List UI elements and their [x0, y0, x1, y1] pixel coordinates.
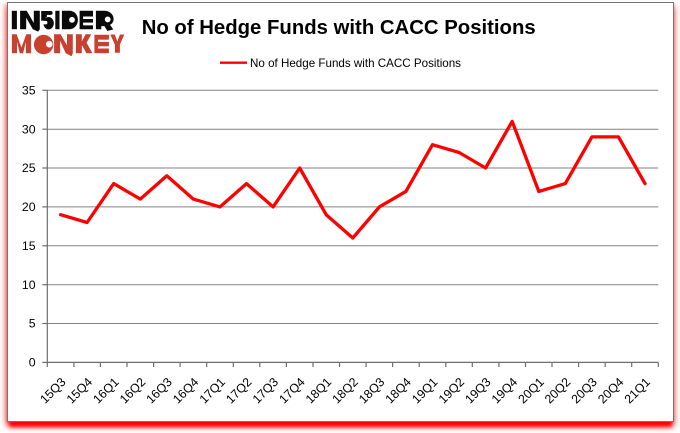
- svg-text:16Q1: 16Q1: [90, 375, 121, 406]
- svg-text:10: 10: [22, 278, 36, 292]
- svg-text:18Q3: 18Q3: [356, 375, 387, 406]
- svg-text:20Q3: 20Q3: [569, 375, 600, 406]
- svg-text:No of Hedge Funds with CACC Po: No of Hedge Funds with CACC Positions: [142, 16, 536, 39]
- svg-text:19Q3: 19Q3: [462, 375, 493, 406]
- svg-text:18Q4: 18Q4: [383, 375, 414, 406]
- svg-text:30: 30: [22, 122, 36, 136]
- svg-text:19Q4: 19Q4: [489, 375, 520, 406]
- svg-text:0: 0: [29, 356, 36, 370]
- svg-text:18Q1: 18Q1: [303, 375, 334, 406]
- svg-text:20: 20: [22, 200, 36, 214]
- svg-text:17Q1: 17Q1: [197, 375, 228, 406]
- svg-text:15Q3: 15Q3: [37, 375, 68, 406]
- svg-text:20Q1: 20Q1: [515, 375, 546, 406]
- svg-text:19Q2: 19Q2: [436, 375, 467, 406]
- svg-text:17Q3: 17Q3: [250, 375, 281, 406]
- svg-text:16Q3: 16Q3: [143, 375, 174, 406]
- svg-text:35: 35: [22, 84, 36, 98]
- svg-text:15: 15: [22, 239, 36, 253]
- svg-text:19Q1: 19Q1: [409, 375, 440, 406]
- svg-text:No of Hedge Funds with CACC Po: No of Hedge Funds with CACC Positions: [250, 56, 461, 70]
- svg-text:25: 25: [22, 161, 36, 175]
- svg-text:16Q4: 16Q4: [170, 375, 201, 406]
- svg-text:21Q1: 21Q1: [622, 375, 653, 406]
- svg-text:20Q4: 20Q4: [595, 375, 626, 406]
- svg-text:17Q4: 17Q4: [276, 375, 307, 406]
- svg-text:17Q2: 17Q2: [223, 375, 254, 406]
- svg-text:16Q2: 16Q2: [117, 375, 148, 406]
- svg-text:15Q4: 15Q4: [64, 375, 95, 406]
- svg-text:20Q2: 20Q2: [542, 375, 573, 406]
- svg-text:18Q2: 18Q2: [329, 375, 360, 406]
- svg-text:5: 5: [29, 317, 36, 331]
